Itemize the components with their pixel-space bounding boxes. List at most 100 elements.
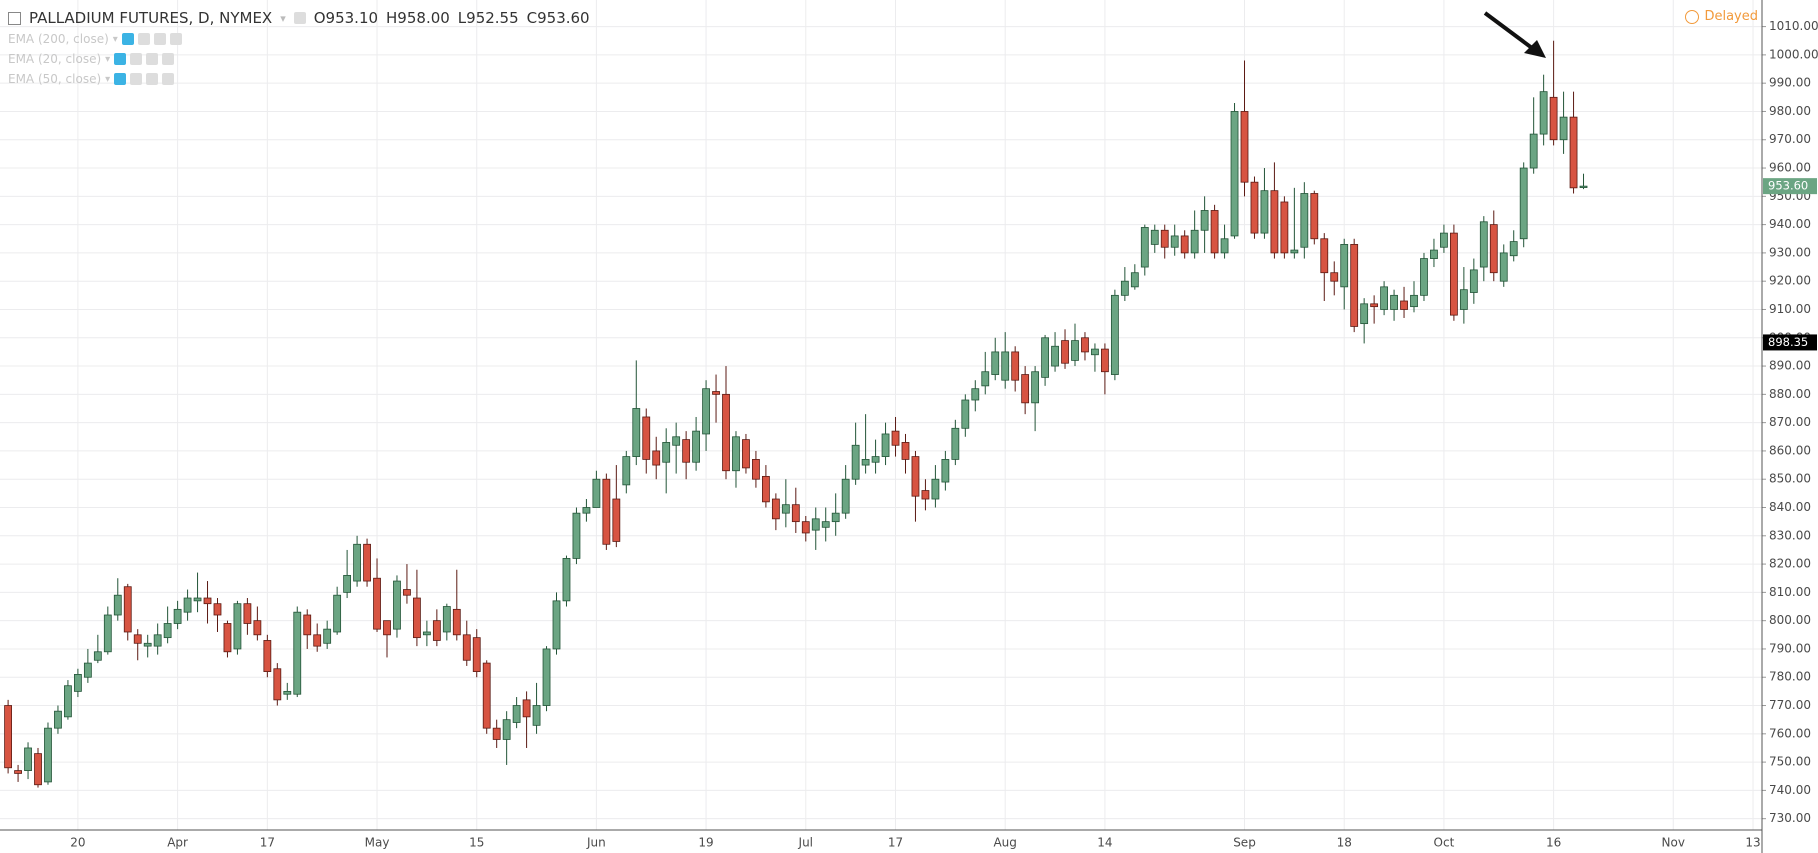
- x-tick-label: 14: [1097, 836, 1112, 850]
- candle-body: [1250, 181, 1259, 234]
- candle-body: [552, 600, 561, 650]
- candle-body: [1190, 229, 1199, 254]
- indicator-name: EMA (20, close): [8, 52, 102, 66]
- candle-body: [253, 620, 262, 636]
- candle-body: [911, 456, 920, 497]
- candle-body: [1130, 272, 1139, 288]
- candle-body: [732, 436, 740, 472]
- header: PALLADIUM FUTURES, D, NYMEX ▾ O953.10 H9…: [8, 9, 590, 27]
- y-tick-label: 970.00: [1769, 132, 1811, 146]
- settings-icon[interactable]: [293, 12, 306, 24]
- candle-body: [173, 608, 182, 624]
- indicator-legend[interactable]: EMA (20, close) ▾: [8, 52, 175, 66]
- candle-body: [562, 558, 571, 602]
- chart-title: PALLADIUM FUTURES, D, NYMEX: [29, 9, 273, 27]
- candle-body: [1489, 224, 1498, 274]
- candle-body: [1091, 348, 1099, 356]
- candle-body: [1110, 294, 1119, 375]
- candle-body: [652, 450, 661, 466]
- candle-body: [343, 574, 352, 593]
- candle-body: [353, 543, 361, 582]
- candle-body: [1200, 210, 1209, 231]
- candle-body: [373, 577, 381, 630]
- candle-body: [1430, 249, 1438, 259]
- candle-body: [1539, 91, 1548, 135]
- x-tick-label: 20: [70, 836, 85, 850]
- price-tag-label: 898.35: [1768, 335, 1808, 349]
- candle-body: [1390, 294, 1398, 310]
- candle-body: [1081, 337, 1089, 353]
- status[interactable]: Delayed: [1685, 9, 1758, 24]
- candle-body: [921, 490, 930, 500]
- candle-body: [403, 589, 411, 596]
- candle-body: [1340, 244, 1349, 288]
- candle-body: [223, 623, 232, 653]
- candle-body: [1569, 116, 1578, 189]
- candle-body: [103, 614, 112, 653]
- x-tick-label: Jul: [798, 836, 813, 850]
- candle-body: [1240, 111, 1249, 183]
- y-tick-label: 1000.00: [1769, 47, 1818, 61]
- status-text: Delayed: [1704, 9, 1758, 24]
- y-tick-label: 930.00: [1769, 245, 1811, 259]
- candle-body: [1559, 116, 1568, 141]
- candle-body: [881, 433, 890, 457]
- y-tick-label: 910.00: [1769, 302, 1811, 316]
- candle-body: [452, 608, 461, 636]
- y-tick-label: 990.00: [1769, 76, 1811, 90]
- candle-body: [752, 459, 760, 480]
- indicator-legend[interactable]: EMA (200, close) ▾: [8, 32, 182, 46]
- candle-body: [821, 521, 830, 528]
- candle-body: [1230, 111, 1239, 237]
- price-tag: [1763, 334, 1817, 351]
- indicator-name: EMA (50, close): [8, 72, 102, 86]
- candle-body: [143, 642, 152, 647]
- candle-body: [542, 648, 551, 706]
- candle-body: [1380, 286, 1388, 310]
- candle-body: [44, 727, 52, 783]
- x-tick-label: Sep: [1233, 836, 1256, 850]
- candle-body: [961, 399, 970, 429]
- x-tick-label: 17: [888, 836, 903, 850]
- ohlc-close: C953.60: [526, 9, 590, 27]
- candle-body: [1529, 133, 1538, 169]
- candle-body: [1479, 221, 1488, 268]
- indicator-legend[interactable]: EMA (50, close) ▾: [8, 72, 175, 86]
- y-tick-label: 810.00: [1769, 585, 1811, 599]
- candle-body: [93, 651, 102, 661]
- candle-body: [1160, 229, 1169, 248]
- candle-body: [293, 611, 302, 695]
- candle-body: [582, 507, 591, 514]
- candle-body: [572, 512, 581, 559]
- candle-body: [263, 640, 272, 672]
- candle-body: [891, 430, 900, 446]
- candle-body: [831, 512, 840, 523]
- collapse-icon[interactable]: [8, 11, 21, 25]
- candle-body: [492, 727, 501, 740]
- candle-body: [14, 770, 22, 774]
- candle-body: [1290, 249, 1299, 254]
- candle-body: [183, 597, 192, 613]
- candle-body: [1300, 193, 1309, 248]
- candle-body: [991, 351, 1000, 375]
- candle-body: [771, 498, 780, 520]
- candle-body: [622, 456, 631, 486]
- candle-body: [981, 371, 990, 387]
- candle-body: [1509, 241, 1518, 257]
- candle-body: [73, 674, 82, 692]
- x-tick-label: Aug: [993, 836, 1016, 850]
- y-tick-label: 800.00: [1769, 613, 1811, 627]
- candle-body: [971, 388, 980, 401]
- dropdown-arrow[interactable]: ▾: [280, 11, 286, 25]
- ohlc-open: O953.10: [313, 9, 379, 27]
- candle-body: [363, 543, 371, 582]
- candle-body: [413, 597, 421, 639]
- y-tick-label: 830.00: [1769, 528, 1811, 542]
- candle-body: [502, 719, 511, 740]
- x-tick-label: Oct: [1434, 836, 1455, 850]
- candle-body: [422, 631, 431, 636]
- y-tick-label: 960.00: [1769, 161, 1811, 175]
- candle-body: [811, 518, 820, 531]
- candle-body: [602, 478, 611, 545]
